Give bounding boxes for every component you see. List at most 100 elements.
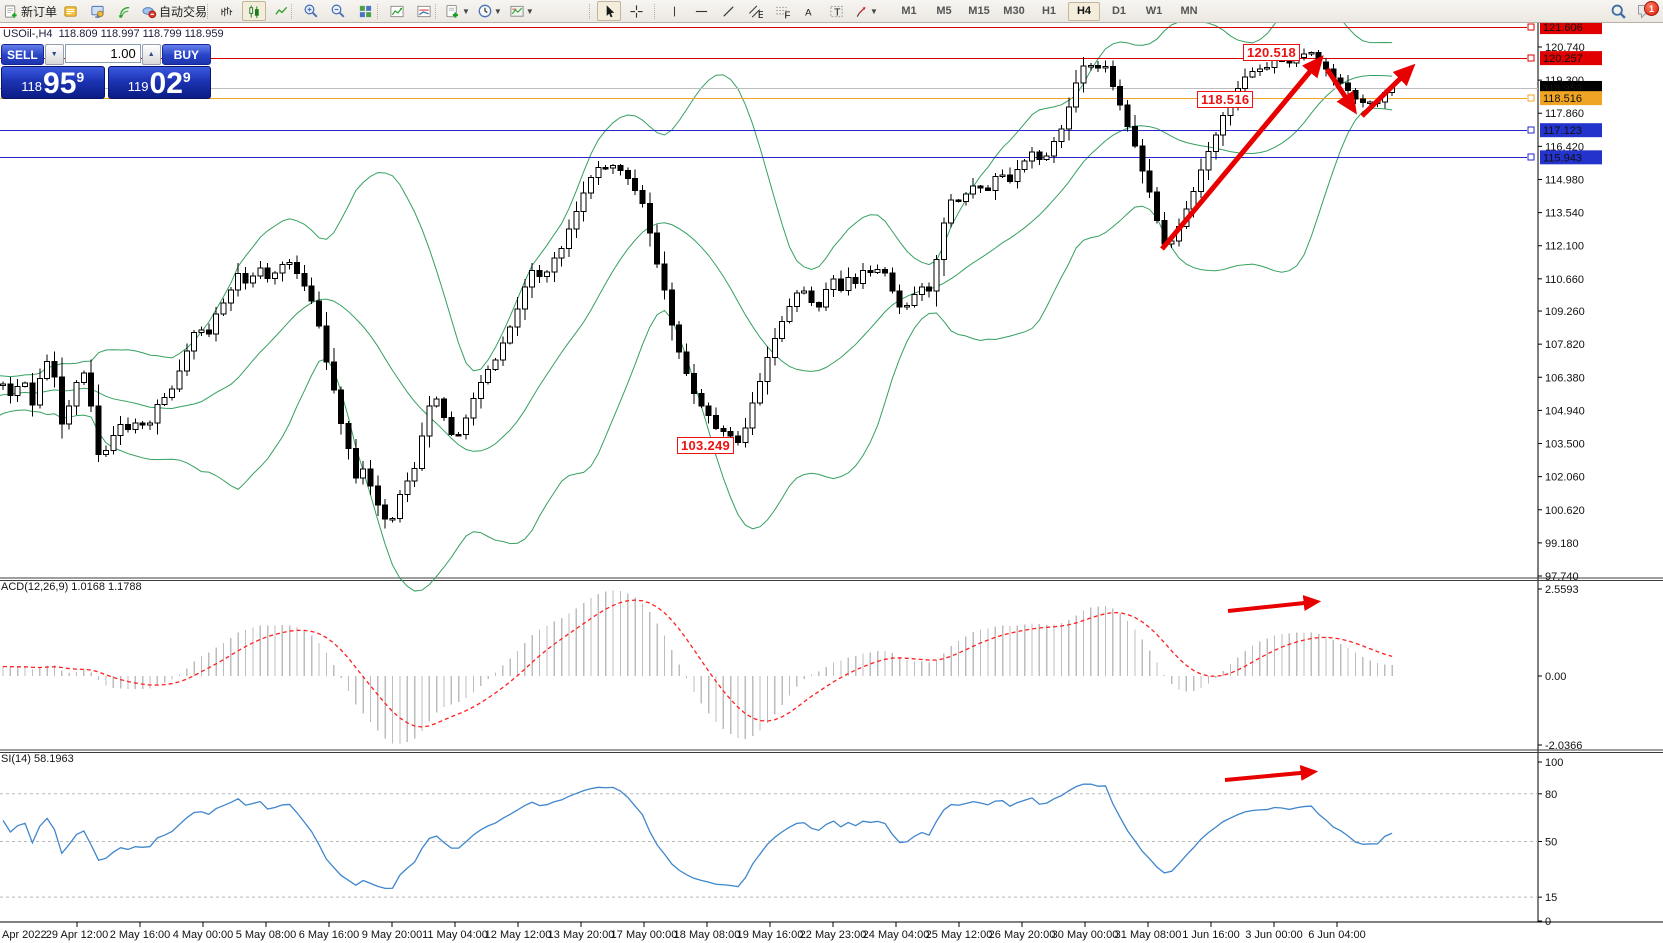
- new-order-label: 新订单: [21, 4, 58, 19]
- arrow-objects-icon: [853, 4, 869, 19]
- zoom-in-button[interactable]: [299, 1, 323, 21]
- candle-body: [51, 361, 58, 378]
- level-marker[interactable]: [1527, 23, 1535, 31]
- vertical-line-tool-button[interactable]: [662, 1, 686, 21]
- candle-body: [705, 405, 712, 417]
- candle-body: [1109, 65, 1116, 87]
- candle-body: [1359, 98, 1366, 103]
- fibonacci-tool-button[interactable]: F: [770, 1, 794, 21]
- buy-price-display[interactable]: 119 02 9: [107, 66, 211, 99]
- level-marker[interactable]: [1527, 153, 1535, 161]
- candle-body: [169, 388, 176, 399]
- indicator-list-button[interactable]: [412, 1, 436, 21]
- price-annotation-support[interactable]: 118.516: [1197, 91, 1254, 108]
- separator: [654, 3, 656, 19]
- candle-body: [926, 286, 933, 292]
- level-marker[interactable]: [1527, 54, 1535, 62]
- buy-button[interactable]: BUY: [161, 44, 211, 65]
- zoom-out-button[interactable]: [326, 1, 350, 21]
- trend-arrow[interactable]: [1227, 595, 1322, 613]
- candle-body: [139, 422, 146, 426]
- timeframe-d1[interactable]: D1: [1111, 5, 1127, 17]
- timeframe-mn[interactable]: MN: [1180, 5, 1198, 17]
- candle-body: [1205, 151, 1212, 171]
- volume-decrease-button[interactable]: ▼: [44, 44, 64, 65]
- candle-body: [147, 422, 153, 426]
- candle-body: [448, 417, 455, 435]
- trend-arrow[interactable]: [1360, 63, 1416, 118]
- search-button[interactable]: [1606, 1, 1630, 21]
- template-icon: [509, 4, 525, 19]
- candle-body: [1249, 71, 1256, 78]
- timeframe-m1[interactable]: M1: [901, 5, 917, 17]
- timeframe-m30[interactable]: M30: [1003, 5, 1025, 17]
- price-tick-label: 102.060: [1545, 472, 1585, 484]
- channel-tool-button[interactable]: E: [743, 1, 767, 21]
- time-axis-label: 18 May 08:00: [674, 929, 741, 941]
- timeframe-w1[interactable]: W1: [1145, 5, 1163, 17]
- cursor-tool-button[interactable]: [597, 1, 621, 21]
- candle-body: [352, 448, 359, 479]
- level-marker[interactable]: [1527, 94, 1535, 102]
- tile-windows-button[interactable]: [353, 1, 377, 21]
- notifications-button[interactable]: 1: [1633, 1, 1659, 21]
- candle-body: [198, 329, 205, 334]
- time-axis-label: 9 May 20:00: [362, 929, 423, 941]
- text-label-tool-button[interactable]: T: [824, 1, 848, 21]
- candle-body: [1220, 114, 1227, 136]
- arrows-tool-button[interactable]: ▼: [851, 1, 880, 21]
- new-order-button[interactable]: 新订单: [2, 1, 59, 21]
- trendline-tool-button[interactable]: [716, 1, 740, 21]
- timeframe-m5[interactable]: M5: [936, 5, 952, 17]
- templates-button[interactable]: ▼: [507, 1, 536, 21]
- timeframe-h1[interactable]: H1: [1041, 5, 1057, 17]
- level-marker[interactable]: [1527, 126, 1535, 134]
- candle-body: [521, 286, 528, 310]
- indicator-window-button[interactable]: [385, 1, 409, 21]
- sound-button[interactable]: [112, 1, 136, 21]
- add-indicator-button[interactable]: ▼: [443, 1, 472, 21]
- candle-body: [249, 275, 256, 284]
- level-price-label-bg: [1540, 123, 1602, 138]
- timeframe-m15[interactable]: M15: [968, 5, 990, 17]
- trend-arrow[interactable]: [1324, 67, 1357, 115]
- profiles-button[interactable]: [85, 1, 109, 21]
- candle-body: [690, 373, 697, 394]
- timeframe-h4[interactable]: H4: [1068, 1, 1100, 21]
- candlestick-mode-button[interactable]: [242, 1, 266, 21]
- price-tick-label: 113.540: [1545, 208, 1584, 220]
- volume-increase-button[interactable]: ▲: [141, 44, 161, 65]
- time-axis-label: 19 May 16:00: [737, 929, 804, 941]
- auto-trading-button[interactable]: 自动交易: [139, 1, 209, 21]
- candle-body: [1051, 140, 1058, 157]
- period-button[interactable]: ▼: [475, 1, 504, 21]
- market-watch-button[interactable]: [58, 1, 82, 21]
- candle-body: [1095, 65, 1102, 69]
- line-chart-mode-button[interactable]: [269, 1, 293, 21]
- price-annotation-low[interactable]: 103.249: [677, 437, 735, 454]
- candle-body: [374, 485, 381, 506]
- bar-chart-mode-button[interactable]: [215, 1, 239, 21]
- text-tool-button[interactable]: A: [797, 1, 821, 21]
- candle-body: [0, 383, 6, 387]
- trend-arrow[interactable]: [1224, 764, 1319, 782]
- candle-body: [948, 199, 955, 224]
- candle-body: [823, 289, 830, 308]
- candle-body: [492, 359, 499, 370]
- sell-button[interactable]: SELL: [1, 44, 44, 65]
- horizontal-line-tool-button[interactable]: [689, 1, 713, 21]
- volume-input[interactable]: [64, 44, 141, 63]
- trend-arrow[interactable]: [1160, 55, 1324, 251]
- sell-price-display[interactable]: 118 95 9: [1, 66, 105, 99]
- candle-body: [837, 278, 844, 291]
- time-axis-label: 1 Jun 16:00: [1182, 929, 1240, 941]
- dropdown-arrow-icon: ▼: [493, 6, 502, 16]
- crosshair-tool-button[interactable]: [624, 1, 648, 21]
- trendline-icon: [721, 4, 736, 19]
- auto-trading-icon: [141, 4, 157, 19]
- toolbar-group-services: 自动交易: [58, 1, 209, 21]
- price-annotation-high[interactable]: 120.518: [1243, 44, 1301, 61]
- candle-body: [1345, 82, 1352, 91]
- candle-body: [683, 351, 690, 375]
